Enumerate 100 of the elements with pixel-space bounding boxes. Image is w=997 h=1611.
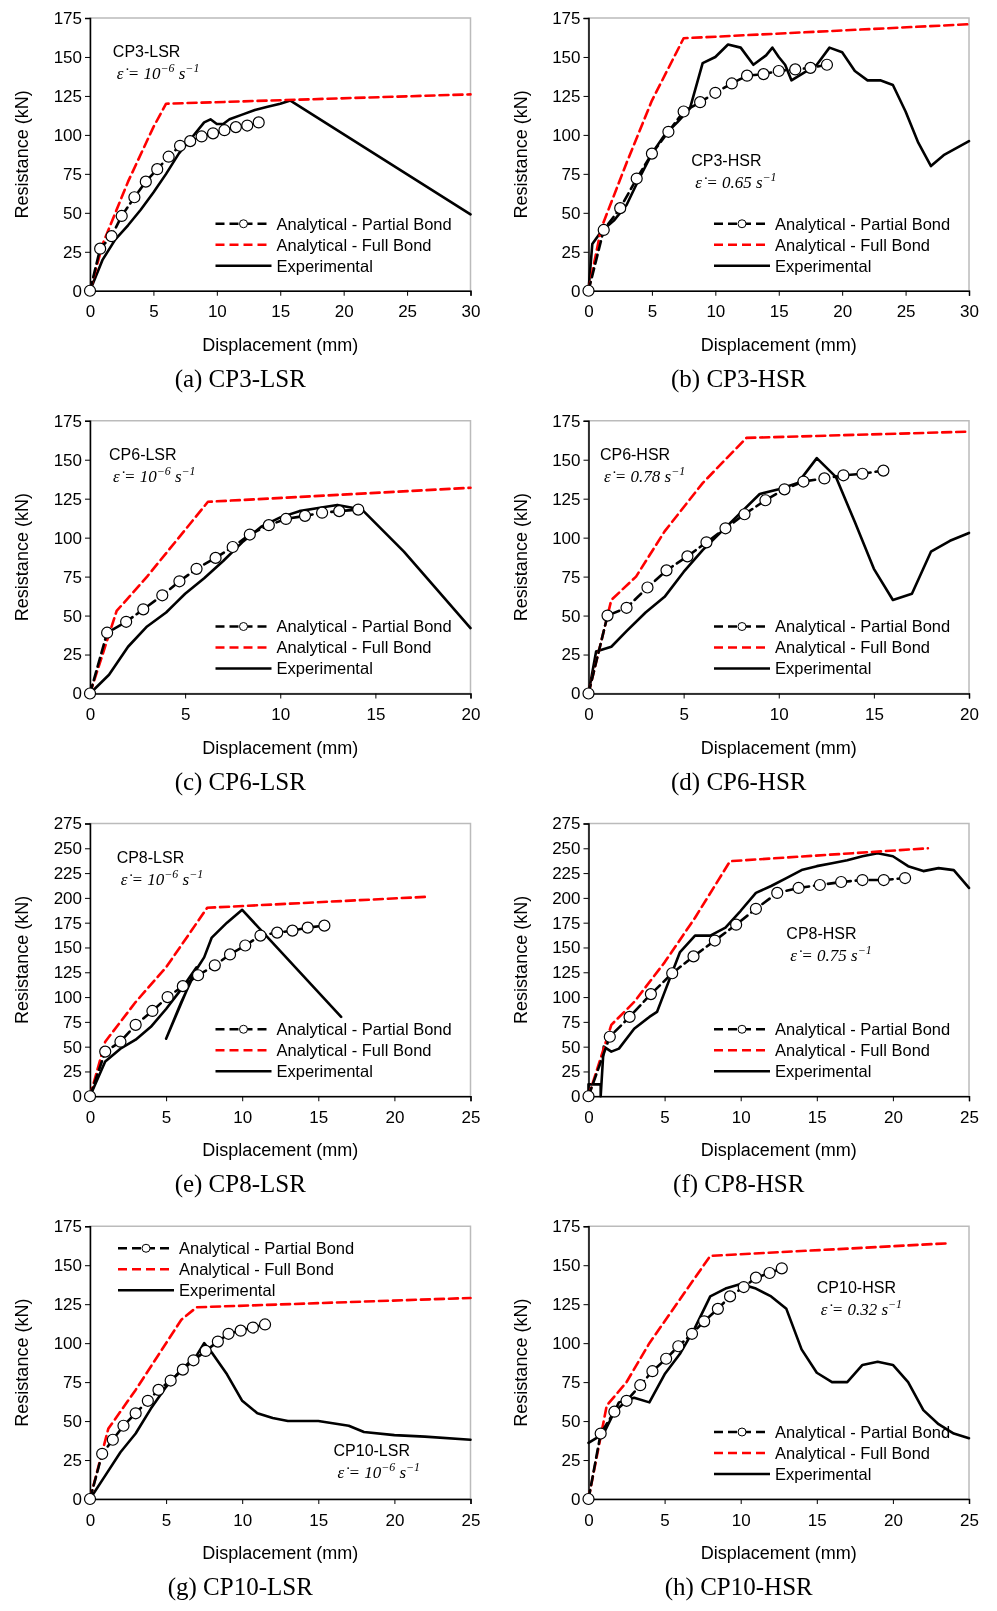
legend-label: Analytical - Partial Bond	[775, 1422, 951, 1441]
y-tick-label: 100	[552, 1334, 581, 1354]
x-tick-label: 15	[864, 705, 884, 725]
x-axis-title: Displacement (mm)	[700, 334, 857, 355]
legend-label: Experimental	[775, 256, 872, 275]
x-tick-label: 20	[461, 705, 481, 725]
legend-label: Analytical - Full Bond	[179, 1260, 334, 1279]
y-tick-label: 175	[552, 411, 581, 431]
text: (f) CP8-HSR	[673, 1170, 805, 1199]
y-tick-label: 125	[552, 1295, 581, 1315]
x-tick-label: 10	[233, 1107, 253, 1127]
y-tick-label: 125	[53, 1295, 82, 1315]
legend-label: Analytical - Full Bond	[775, 235, 930, 254]
y-axis-title: Resistance (kN)	[510, 90, 531, 219]
y-tick-label: 275	[53, 814, 82, 834]
annotation: CP3-LSR	[112, 43, 181, 61]
legend-label: Experimental	[276, 1062, 373, 1081]
annotation: CP10-LSR	[333, 1442, 410, 1460]
legend-label: Analytical - Full Bond	[775, 1041, 930, 1060]
legend-label: Experimental	[179, 1281, 276, 1300]
x-axis-title: Displacement (mm)	[202, 334, 359, 355]
annotation: CP8-HSR	[786, 925, 857, 943]
x-axis-title: Displacement (mm)	[700, 737, 857, 758]
y-tick-label: 0	[571, 281, 581, 301]
x-tick-label: 5	[647, 302, 658, 322]
y-tick-label: 50	[63, 1037, 82, 1057]
y-tick-label: 125	[53, 963, 82, 983]
annotation: ε̇ = 10$^{−6}$ s$^{−1}$	[113, 464, 196, 487]
x-tick-label: 5	[660, 1107, 670, 1127]
x-tick-label: 20	[960, 705, 979, 725]
y-tick-label: 0	[571, 1489, 581, 1509]
y-tick-label: 150	[53, 1256, 82, 1276]
legend-label: Analytical - Partial Bond	[775, 214, 951, 233]
y-tick-label: 75	[63, 1373, 82, 1393]
text: (g) CP10-LSR	[167, 1573, 314, 1601]
text: (c) CP6-LSR	[174, 767, 307, 796]
annotation: ε̇ = 10$^{−6}$ s$^{−1}$	[337, 1460, 421, 1483]
y-tick-label: 100	[552, 528, 581, 548]
y-tick-label: 0	[72, 684, 82, 704]
y-tick-label: 175	[53, 8, 82, 28]
y-tick-label: 75	[63, 1012, 82, 1032]
y-tick-label: 0	[72, 281, 82, 301]
x-tick-label: 5	[679, 705, 689, 725]
y-tick-label: 100	[53, 528, 82, 548]
y-tick-label: 175	[552, 8, 581, 28]
legend-label: Experimental	[775, 1464, 872, 1483]
y-tick-label: 125	[552, 86, 581, 106]
x-tick-label: 15	[271, 302, 291, 322]
y-tick-label: 175	[552, 913, 581, 933]
text: (h) CP10-HSR	[664, 1573, 814, 1601]
y-axis-title: Resistance (kN)	[12, 90, 32, 219]
y-tick-label: 50	[561, 203, 581, 223]
x-axis-title: Displacement (mm)	[202, 737, 359, 758]
y-tick-label: 50	[63, 606, 82, 626]
legend-label: Analytical - Full Bond	[276, 1041, 432, 1060]
legend-label: Experimental	[775, 659, 872, 678]
annotation: ε̇ = 0.65 s$^{−1}$	[695, 170, 777, 193]
x-tick-label: 25	[960, 1510, 979, 1530]
x-tick-label: 10	[769, 705, 789, 725]
legend-label: Analytical - Full Bond	[775, 638, 930, 657]
x-axis-title: Displacement (mm)	[700, 1543, 857, 1563]
y-tick-label: 50	[561, 1412, 581, 1432]
x-tick-label: 10	[731, 1510, 751, 1530]
x-tick-label: 25	[461, 1107, 481, 1127]
x-tick-label: 25	[398, 302, 418, 322]
y-tick-label: 75	[63, 567, 82, 587]
annotation: ε̇ = 10$^{−6}$ s$^{−1}$	[116, 61, 200, 84]
x-tick-label: 20	[883, 1510, 903, 1530]
legend-label: Analytical - Full Bond	[775, 1443, 930, 1462]
y-tick-label: 150	[53, 938, 82, 958]
y-axis-title: Resistance (kN)	[510, 895, 531, 1024]
annotation: CP3-HSR	[691, 152, 762, 170]
y-tick-label: 250	[53, 839, 82, 859]
y-tick-label: 125	[53, 86, 82, 106]
legend-label: Analytical - Full Bond	[276, 235, 432, 254]
y-tick-label: 0	[571, 1087, 581, 1107]
x-tick-label: 0	[85, 1510, 96, 1530]
y-tick-label: 200	[53, 888, 82, 908]
text: (e) CP8-LSR	[174, 1170, 307, 1199]
y-tick-label: 175	[53, 1217, 82, 1237]
legend-label: Analytical - Full Bond	[276, 638, 432, 657]
y-tick-label: 150	[552, 47, 581, 67]
x-tick-label: 0	[85, 705, 96, 725]
legend-label: Analytical - Partial Bond	[276, 617, 452, 636]
x-tick-label: 25	[461, 1510, 481, 1530]
y-tick-label: 75	[561, 567, 581, 587]
y-tick-label: 125	[552, 489, 581, 509]
x-tick-label: 0	[584, 705, 594, 725]
x-tick-label: 10	[207, 302, 227, 322]
annotation: ε̇ = 10$^{−6}$ s$^{−1}$	[120, 866, 204, 889]
annotation: ε̇ = 0.32 s$^{−1}$	[820, 1296, 903, 1319]
y-tick-label: 250	[552, 839, 581, 859]
x-tick-label: 10	[706, 302, 726, 322]
y-axis-title: Resistance (kN)	[510, 493, 531, 622]
y-tick-label: 150	[53, 450, 82, 470]
x-axis-title: Displacement (mm)	[202, 1543, 359, 1563]
legend-label: Analytical - Partial Bond	[775, 617, 951, 636]
text: (d) CP6-HSR	[671, 767, 807, 796]
x-tick-label: 20	[334, 302, 354, 322]
y-tick-label: 75	[561, 1373, 581, 1393]
